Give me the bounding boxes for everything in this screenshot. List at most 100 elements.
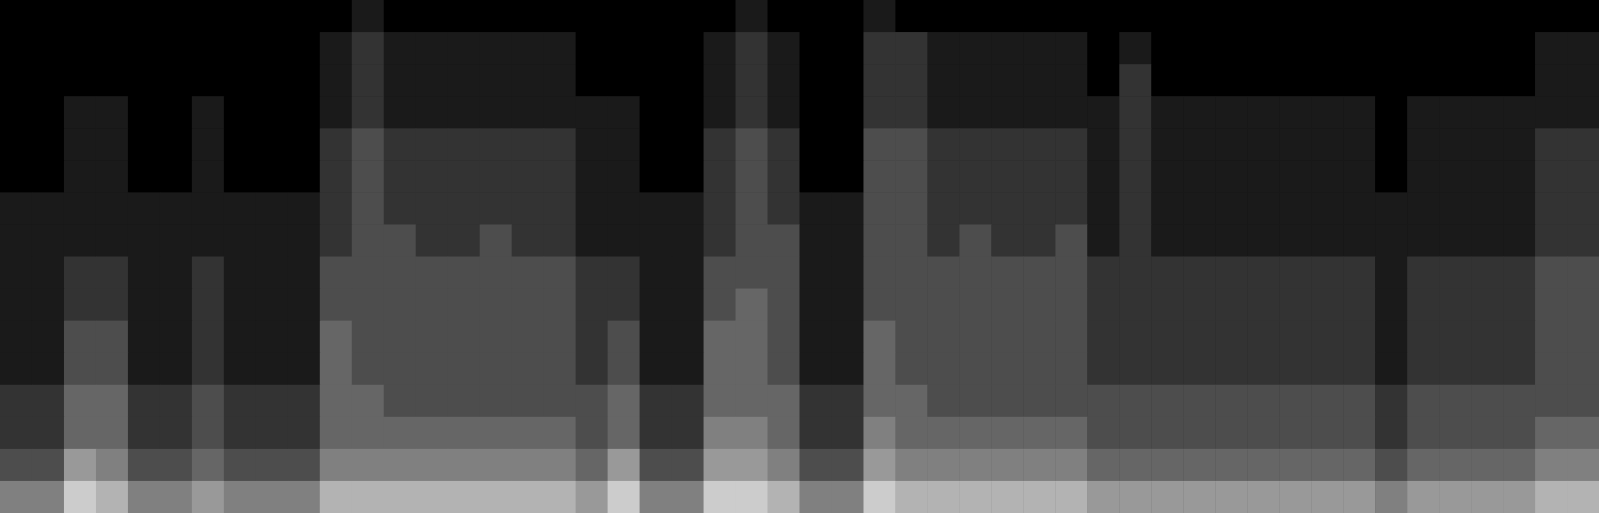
heat-cell (927, 32, 959, 65)
heat-cell (544, 128, 576, 161)
heat-cell (576, 353, 608, 386)
heat-cell (991, 192, 1023, 225)
heat-cell (480, 257, 512, 290)
heat-cell (1023, 385, 1055, 418)
heat-cell (1311, 96, 1343, 129)
heat-cell (128, 0, 160, 33)
heat-cell (1375, 32, 1407, 65)
heat-cell (768, 449, 800, 482)
heat-cell (1471, 64, 1503, 97)
heat-cell (352, 449, 384, 482)
heat-cell (1055, 289, 1087, 322)
heat-cell (64, 224, 96, 257)
heat-cell (1343, 160, 1375, 193)
heat-cell (1023, 96, 1055, 129)
heat-cell (768, 192, 800, 225)
heat-cell (192, 160, 224, 193)
heat-cell (416, 224, 448, 257)
heat-cell (320, 192, 352, 225)
heat-cell (704, 192, 736, 225)
heat-cell (704, 0, 736, 33)
heat-cell (768, 321, 800, 354)
heat-cell (1247, 96, 1279, 129)
heat-cell (927, 481, 959, 513)
heat-cell (1119, 353, 1151, 386)
heat-cell (224, 353, 256, 386)
heat-cell (64, 64, 96, 97)
heat-cell (959, 0, 991, 33)
heat-cell (1279, 32, 1311, 65)
heat-cell (831, 385, 863, 418)
heat-cell (927, 128, 959, 161)
heat-cell (256, 96, 288, 129)
heat-cell (1087, 321, 1119, 354)
heat-cell (416, 128, 448, 161)
heat-cell (1183, 417, 1215, 450)
heat-cell (1119, 192, 1151, 225)
heat-cell (1183, 32, 1215, 65)
heat-cell (128, 32, 160, 65)
heat-cell (128, 257, 160, 290)
heat-cell (672, 385, 704, 418)
heat-cell (448, 257, 480, 290)
heat-cell (1279, 128, 1311, 161)
heat-cell (448, 32, 480, 65)
heat-cell (1087, 32, 1119, 65)
heat-cell (1055, 321, 1087, 354)
heat-cell (352, 64, 384, 97)
heat-cell (544, 0, 576, 33)
heat-cell (704, 128, 736, 161)
heat-cell (1343, 192, 1375, 225)
heat-cell (959, 224, 991, 257)
heat-cell (288, 385, 320, 418)
heat-cell (1247, 160, 1279, 193)
heat-cell (1247, 224, 1279, 257)
heat-cell (895, 321, 927, 354)
heat-cell (1023, 32, 1055, 65)
heat-cell (32, 449, 64, 482)
heat-cell (768, 96, 800, 129)
heat-cell (288, 96, 320, 129)
heat-cell (1119, 257, 1151, 290)
heat-cell (1055, 192, 1087, 225)
heat-cell (1375, 257, 1407, 290)
heat-cell (352, 417, 384, 450)
heat-cell (1407, 289, 1439, 322)
heat-cell (640, 224, 672, 257)
heat-cell (640, 160, 672, 193)
heat-cell (959, 321, 991, 354)
heat-cell (1247, 449, 1279, 482)
heat-cell (895, 192, 927, 225)
heat-cell (863, 289, 895, 322)
heat-cell (1247, 0, 1279, 33)
heat-cell (0, 481, 32, 513)
heat-cell (480, 417, 512, 450)
heat-cell (1311, 449, 1343, 482)
heat-cell (1343, 449, 1375, 482)
heat-cell (768, 224, 800, 257)
heat-cell (576, 481, 608, 513)
heat-cell (1407, 353, 1439, 386)
heat-cell (1375, 321, 1407, 354)
heat-cell (1439, 289, 1471, 322)
heat-cell (448, 353, 480, 386)
heat-cell (959, 96, 991, 129)
heat-cell (768, 64, 800, 97)
heat-cell (831, 353, 863, 386)
heat-cell (512, 353, 544, 386)
heat-cell (1247, 289, 1279, 322)
heat-cell (1567, 128, 1599, 161)
heat-cell (1471, 257, 1503, 290)
heat-cell (863, 32, 895, 65)
heat-cell (704, 449, 736, 482)
heat-cell (1407, 385, 1439, 418)
heat-cell (0, 128, 32, 161)
heat-cell (608, 192, 640, 225)
heat-cell (1279, 321, 1311, 354)
heat-cell (1151, 417, 1183, 450)
heat-cell (991, 64, 1023, 97)
heat-cell (384, 385, 416, 418)
heat-cell (895, 224, 927, 257)
heat-cell (1407, 0, 1439, 33)
heat-cell (1343, 32, 1375, 65)
